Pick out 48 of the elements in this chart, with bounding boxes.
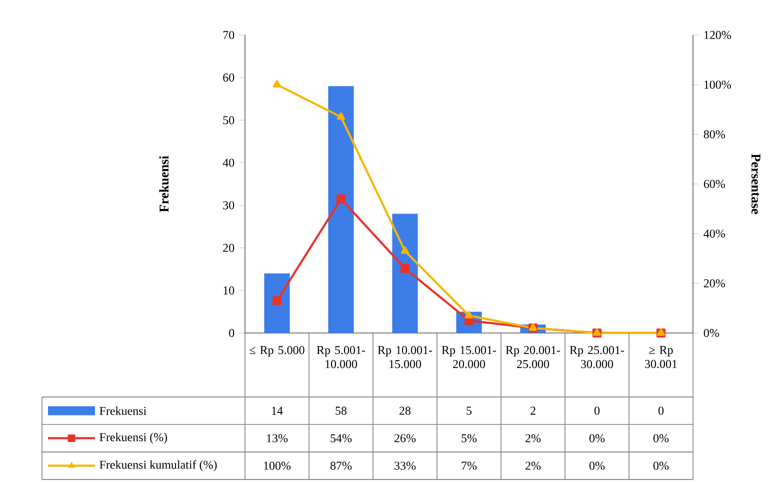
data-label: 2%: [526, 434, 541, 442]
data-label: 2: [530, 406, 536, 415]
y2-tick-label: 20%: [704, 279, 725, 288]
data-label: 2%: [526, 462, 541, 470]
x-tick-label: Rp 10.001-15.000: [378, 346, 432, 368]
legend-label: Frekuensi (%): [100, 432, 168, 444]
y2-tick-label: 120%: [704, 30, 731, 40]
y2-tick-label: 0%: [704, 328, 719, 338]
data-label: 13%: [267, 434, 288, 442]
data-label: 5: [466, 406, 472, 415]
y-tick-label: 0: [229, 328, 234, 338]
data-label: 58: [336, 406, 347, 415]
data-label: 87%: [330, 462, 352, 470]
y-tick-label: 40: [222, 158, 234, 167]
data-label: 0: [594, 406, 600, 415]
x-tick-label: ≥ Rp 30.001: [645, 346, 677, 368]
y2-tick-label: 60%: [704, 180, 725, 188]
data-label: 0%: [589, 434, 605, 442]
x-tick-label: Rp 20.001-25.000: [506, 346, 560, 368]
y-tick-label: 10: [224, 286, 234, 294]
y2-tick-label: 100%: [704, 80, 731, 89]
data-label: 5%: [462, 434, 477, 442]
y-tick-label: 30: [223, 201, 234, 210]
y-tick-label: 50: [223, 116, 234, 124]
data-label: 100%: [264, 462, 291, 470]
data-label: 54%: [330, 434, 352, 442]
data-label: 0%: [653, 462, 669, 470]
y2-tick-label: 80%: [704, 130, 725, 138]
data-label: 0: [658, 406, 664, 415]
y2-axis-title: Persentase: [751, 154, 760, 214]
x-tick-label: Rp 25.001-30.000: [570, 346, 624, 368]
legend-label: Frekuensi kumulatif (%): [100, 460, 217, 472]
legend-label: Frekuensi: [100, 406, 146, 415]
data-label: 33%: [394, 462, 416, 470]
data-label: 28: [400, 406, 411, 415]
y-tick-label: 70: [223, 30, 234, 40]
y-tick-label: 60: [223, 74, 234, 82]
data-label: 0%: [653, 434, 669, 442]
data-label: 0%: [589, 462, 605, 470]
x-tick-label: ≤ Rp 5.000: [250, 346, 304, 357]
data-label: 7%: [462, 462, 477, 470]
data-label: 26%: [394, 434, 416, 442]
data-label: 14: [272, 406, 283, 415]
y-tick-label: 20: [223, 244, 234, 252]
x-tick-label: Rp 5.001-10.000: [316, 346, 366, 368]
y2-tick-label: 40%: [704, 230, 725, 238]
y-axis-title: Frekuensi: [159, 156, 169, 212]
x-tick-label: Rp 15.001-20.000: [442, 346, 496, 368]
